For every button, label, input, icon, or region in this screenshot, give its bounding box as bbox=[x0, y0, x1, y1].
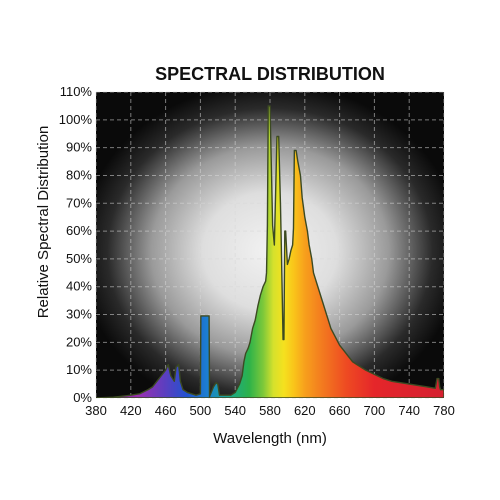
x-axis-ticks: 380 420 460 500 540 580 620 660 700 740 780 bbox=[85, 403, 455, 418]
spectrum-area bbox=[96, 105, 444, 398]
x-tick-label: 540 bbox=[224, 403, 246, 418]
grid-lines bbox=[95, 91, 445, 399]
y-tick-label: 60% bbox=[66, 223, 92, 238]
x-tick-label: 740 bbox=[398, 403, 420, 418]
x-tick-label: 460 bbox=[155, 403, 177, 418]
y-tick-label: 20% bbox=[66, 334, 92, 349]
x-tick-label: 420 bbox=[120, 403, 142, 418]
y-tick-label: 110% bbox=[60, 84, 93, 99]
y-tick-label: 80% bbox=[66, 167, 92, 182]
x-tick-label: 660 bbox=[329, 403, 351, 418]
x-tick-label: 580 bbox=[259, 403, 281, 418]
x-axis-label: Wavelength (nm) bbox=[213, 430, 327, 447]
y-axis-label: Relative Spectral Distribution bbox=[35, 126, 52, 319]
chart-title: SPECTRAL DISTRIBUTION bbox=[155, 64, 385, 84]
x-tick-label: 700 bbox=[364, 403, 386, 418]
x-tick-label: 780 bbox=[433, 403, 455, 418]
y-tick-label: 70% bbox=[66, 195, 92, 210]
y-tick-label: 40% bbox=[66, 279, 92, 294]
y-tick-label: 100% bbox=[59, 112, 93, 127]
x-tick-label: 620 bbox=[294, 403, 316, 418]
y-axis-ticks: 0% 10% 20% 30% 40% 50% 60% 70% 80% 90% 100% 110% bbox=[59, 84, 93, 405]
y-tick-label: 50% bbox=[66, 251, 92, 266]
y-tick-label: 30% bbox=[66, 307, 92, 322]
series-layer bbox=[96, 105, 444, 398]
x-tick-label: 500 bbox=[190, 403, 212, 418]
y-tick-label: 0% bbox=[73, 390, 92, 405]
y-tick-label: 90% bbox=[66, 140, 92, 155]
y-tick-label: 10% bbox=[66, 362, 92, 377]
x-tick-label: 380 bbox=[85, 403, 107, 418]
